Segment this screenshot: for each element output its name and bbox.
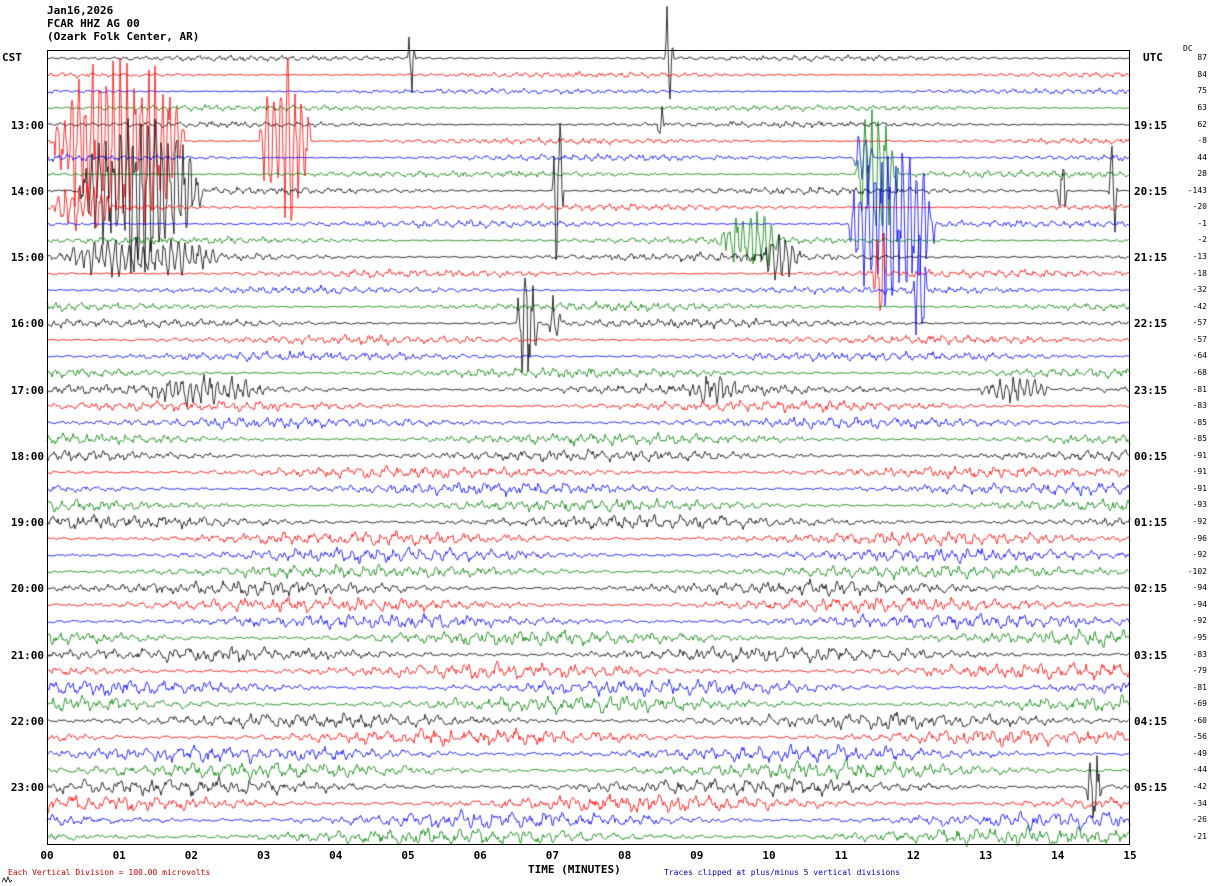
left-time-label: 22:00 xyxy=(10,715,44,728)
left-time-label: 13:00 xyxy=(10,119,44,132)
dc-offset-value: 28 xyxy=(1197,169,1207,178)
dc-offset-column-header: DC xyxy=(1183,44,1193,53)
dc-offset-value: -94 xyxy=(1192,583,1207,592)
left-time-label: 17:00 xyxy=(10,384,44,397)
dc-offset-value: -20 xyxy=(1192,202,1207,211)
dc-offset-value: -91 xyxy=(1192,467,1207,476)
dc-offset-value: -21 xyxy=(1192,832,1207,841)
left-time-label: 14:00 xyxy=(10,185,44,198)
x-axis-tick-label: 09 xyxy=(690,849,704,862)
corner-waveform-mark xyxy=(2,876,12,883)
dc-offset-value: -92 xyxy=(1192,616,1207,625)
x-axis-tick-label: 08 xyxy=(617,849,632,862)
dc-offset-value: -93 xyxy=(1192,500,1207,509)
x-axis-tick-label: 11 xyxy=(834,849,848,862)
left-time-label: 21:00 xyxy=(10,649,44,662)
dc-offset-value: -42 xyxy=(1192,782,1207,791)
dc-offset-value: -57 xyxy=(1192,335,1207,344)
right-time-label: 21:15 xyxy=(1134,251,1168,264)
right-timezone-label: UTC xyxy=(1143,51,1163,64)
left-time-label: 16:00 xyxy=(10,317,44,330)
x-axis-tick-label: 01 xyxy=(112,849,126,862)
dc-offset-value: -85 xyxy=(1192,418,1207,427)
x-axis-tick-label: 03 xyxy=(256,849,271,862)
dc-offset-value: -60 xyxy=(1192,716,1207,725)
x-axis-tick-label: 13 xyxy=(978,849,993,862)
footer-clip-note: Traces clipped at plus/minus 5 vertical … xyxy=(664,868,901,877)
x-axis-tick-label: 12 xyxy=(906,849,921,862)
dc-offset-value: -64 xyxy=(1192,351,1207,360)
x-axis-tick-label: 10 xyxy=(762,849,776,862)
dc-offset-value: -92 xyxy=(1192,517,1207,526)
left-time-label: 20:00 xyxy=(10,582,44,595)
dc-offset-value: -85 xyxy=(1192,434,1207,443)
dc-offset-value: -56 xyxy=(1192,732,1207,741)
dc-offset-value: -2 xyxy=(1197,235,1207,244)
dc-offset-value: 84 xyxy=(1197,70,1207,79)
left-time-label: 18:00 xyxy=(10,450,44,463)
dc-offset-value: -94 xyxy=(1192,600,1207,609)
dc-offset-value: -81 xyxy=(1192,385,1207,394)
dc-offset-value: -57 xyxy=(1192,318,1207,327)
dc-offset-value: -34 xyxy=(1192,799,1207,808)
left-timezone-label: CST xyxy=(2,51,22,64)
x-axis-tick-label: 02 xyxy=(184,849,199,862)
dc-offset-value: -13 xyxy=(1192,252,1207,261)
right-time-label: 22:15 xyxy=(1134,317,1168,330)
right-time-label: 02:15 xyxy=(1134,582,1168,595)
dc-offset-value: -8 xyxy=(1197,136,1207,145)
dc-offset-value: -83 xyxy=(1192,650,1207,659)
dc-offset-value: -49 xyxy=(1192,749,1207,758)
x-axis-tick-label: 05 xyxy=(401,849,415,862)
dc-offset-value: -18 xyxy=(1192,269,1207,278)
dc-offset-value: -44 xyxy=(1192,765,1207,774)
x-axis-tick-label: 06 xyxy=(473,849,487,862)
dc-offset-value: -92 xyxy=(1192,550,1207,559)
right-time-label: 01:15 xyxy=(1134,516,1168,529)
dc-offset-value: 44 xyxy=(1197,153,1207,162)
header-station-location: (Ozark Folk Center, AR) xyxy=(47,30,200,43)
dc-offset-value: -83 xyxy=(1192,401,1207,410)
x-axis-tick-label: 00 xyxy=(40,849,54,862)
dc-offset-value: -95 xyxy=(1192,633,1207,642)
left-time-label: 23:00 xyxy=(10,781,44,794)
x-axis-tick-label: 07 xyxy=(545,849,560,862)
dc-offset-value: 63 xyxy=(1197,103,1207,112)
x-axis-label: TIME (MINUTES) xyxy=(528,863,621,876)
dc-offset-value: -79 xyxy=(1192,666,1207,675)
x-axis-tick-label: 15 xyxy=(1123,849,1137,862)
left-time-label: 19:00 xyxy=(10,516,44,529)
dc-offset-value: -91 xyxy=(1192,484,1207,493)
dc-offset-value: -81 xyxy=(1192,683,1207,692)
dc-offset-value: -42 xyxy=(1192,302,1207,311)
left-time-label: 15:00 xyxy=(10,251,44,264)
right-time-label: 05:15 xyxy=(1134,781,1168,794)
dc-offset-value: -102 xyxy=(1187,567,1207,576)
dc-offset-value: -26 xyxy=(1192,815,1207,824)
header-date: Jan16,2026 xyxy=(47,4,114,17)
dc-offset-value: -1 xyxy=(1197,219,1207,228)
x-axis-tick-label: 04 xyxy=(329,849,343,862)
plot-frame xyxy=(47,50,1130,845)
right-time-label: 20:15 xyxy=(1134,185,1168,198)
right-time-label: 03:15 xyxy=(1134,649,1168,662)
right-time-label: 00:15 xyxy=(1134,450,1168,463)
dc-offset-value: 87 xyxy=(1197,53,1207,62)
dc-offset-value: 62 xyxy=(1197,120,1207,129)
right-time-label: 04:15 xyxy=(1134,715,1168,728)
footer-scale-note: Each Vertical Division = 100.00 microvol… xyxy=(8,868,211,877)
dc-offset-value: -32 xyxy=(1192,285,1207,294)
dc-offset-value: -96 xyxy=(1192,534,1207,543)
dc-offset-value: -143 xyxy=(1187,186,1207,195)
dc-offset-value: 75 xyxy=(1197,86,1207,95)
right-time-label: 19:15 xyxy=(1134,119,1168,132)
right-time-label: 23:15 xyxy=(1134,384,1168,397)
dc-offset-value: -68 xyxy=(1192,368,1207,377)
dc-offset-value: -91 xyxy=(1192,451,1207,460)
x-axis-tick-label: 14 xyxy=(1051,849,1065,862)
header-station-code: FCAR HHZ AG 00 xyxy=(47,17,140,30)
dc-offset-value: -69 xyxy=(1192,699,1207,708)
